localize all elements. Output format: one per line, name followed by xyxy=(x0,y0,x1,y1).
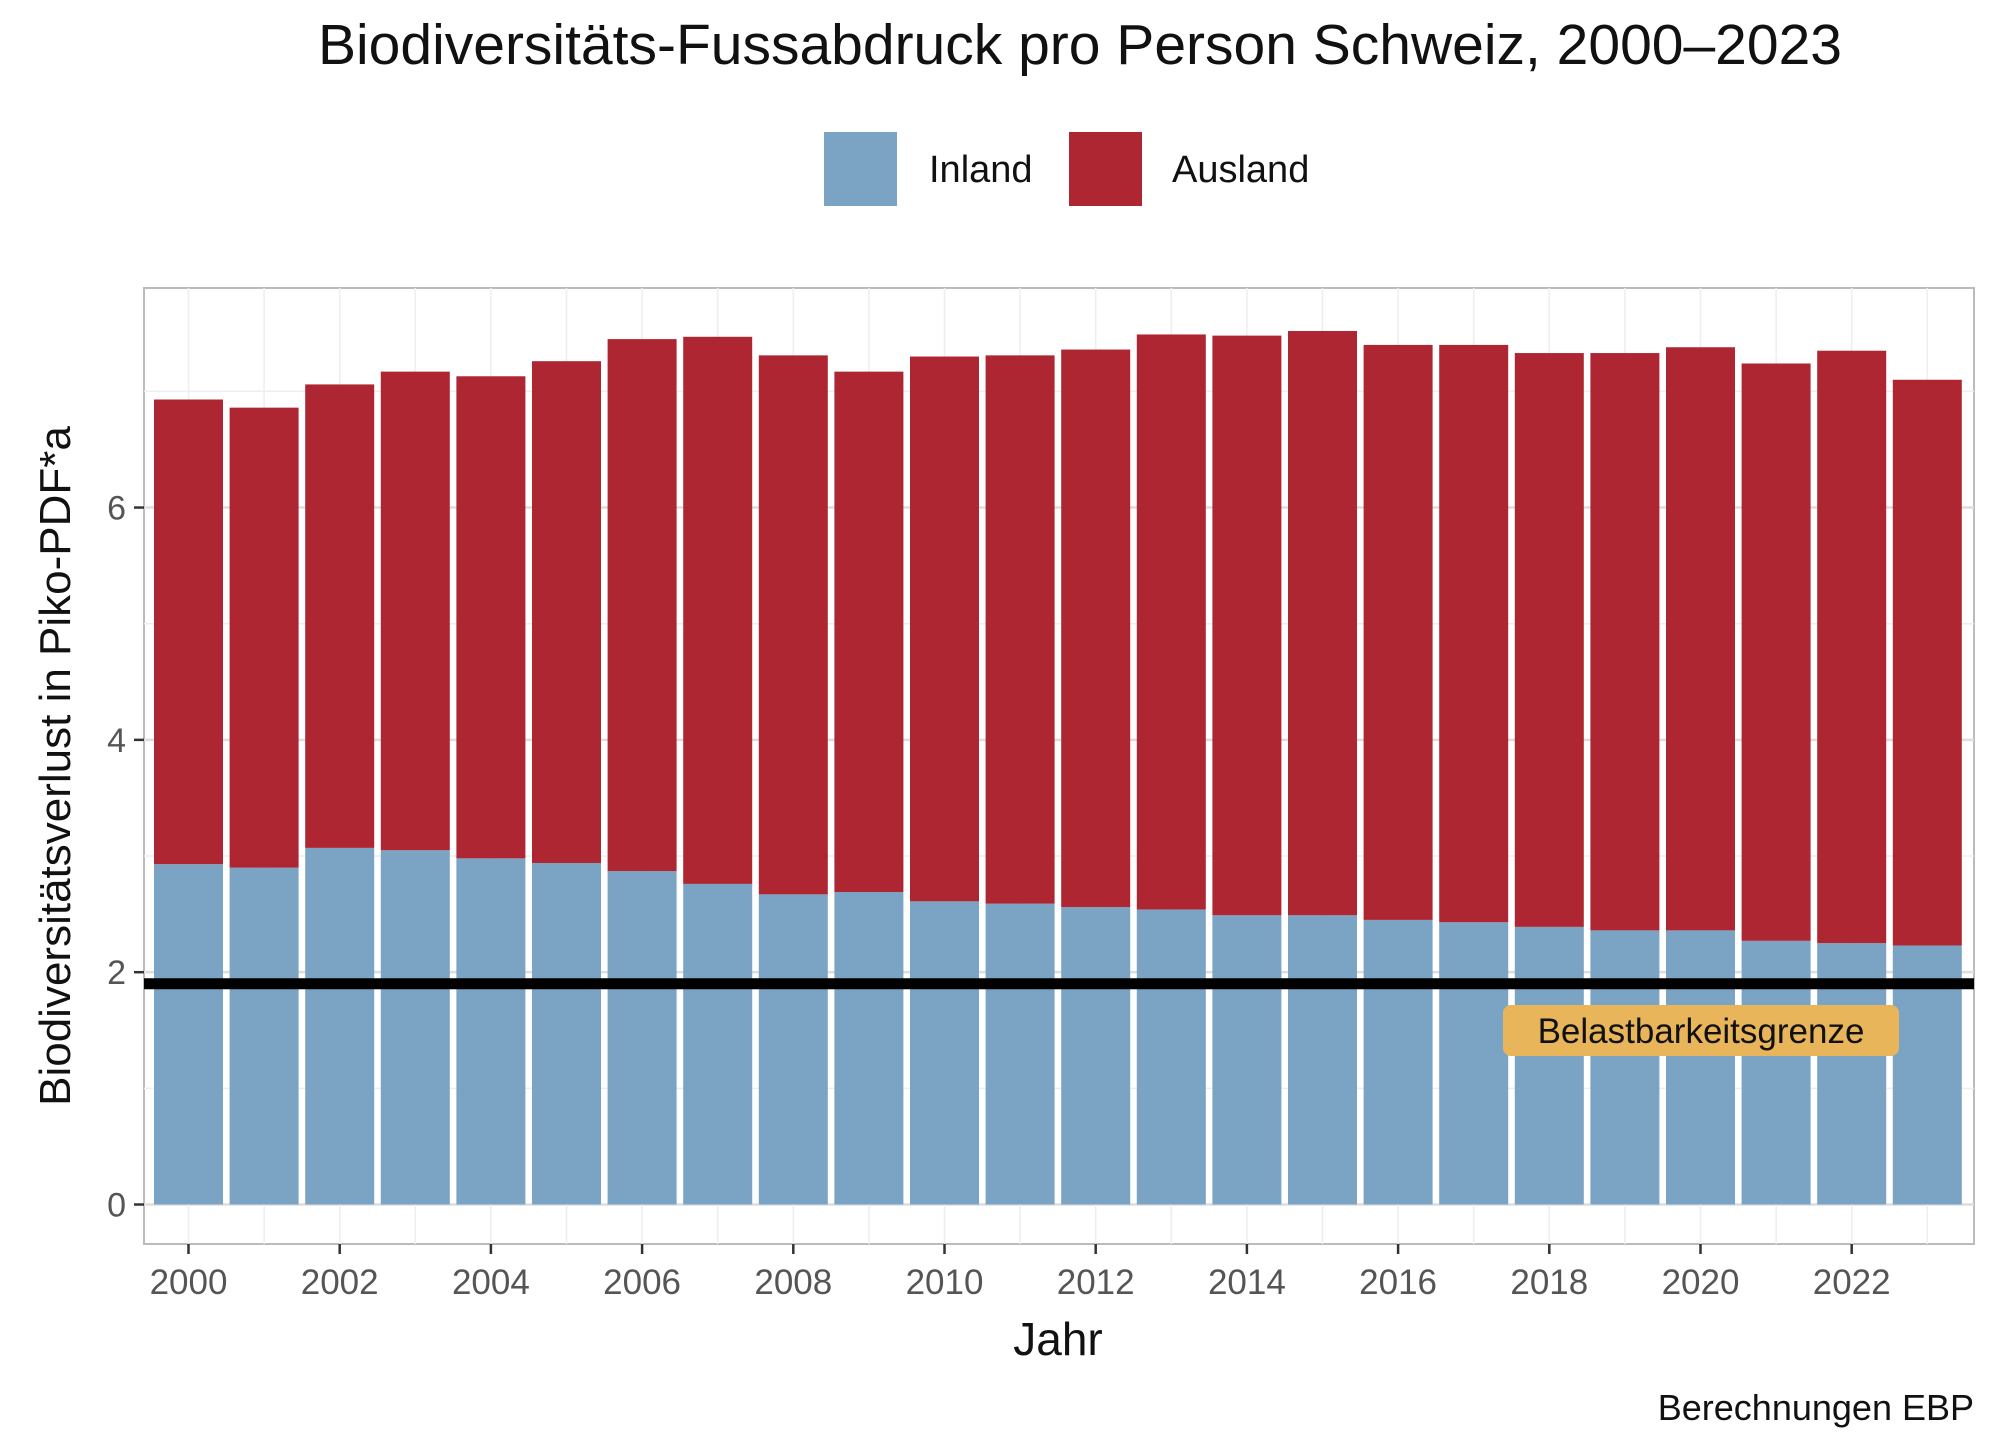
bar-inland-2014 xyxy=(1212,915,1282,1205)
bar-inland-2015 xyxy=(1288,915,1357,1205)
bar-ausland-2022 xyxy=(1817,350,1887,944)
bar-inland-2000 xyxy=(154,864,223,1205)
bar-inland-2008 xyxy=(758,894,828,1205)
x-tick-label: 2014 xyxy=(1208,1263,1286,1302)
bar-ausland-2018 xyxy=(1514,353,1584,927)
bar-ausland-2011 xyxy=(985,355,1055,904)
bar-ausland-2006 xyxy=(607,339,677,872)
bar-ausland-2002 xyxy=(305,384,375,848)
bar-ausland-2009 xyxy=(834,371,904,893)
bar-inland-2010 xyxy=(910,901,979,1205)
bar-ausland-2003 xyxy=(380,371,450,851)
bar-inland-2019 xyxy=(1590,930,1660,1205)
x-tick-label: 2018 xyxy=(1510,1263,1588,1302)
x-tick-label: 2002 xyxy=(301,1263,379,1302)
bar-ausland-2023 xyxy=(1892,379,1962,946)
bar-inland-2013 xyxy=(1136,909,1206,1205)
bar-ausland-2000 xyxy=(154,399,223,865)
bar-inland-2009 xyxy=(834,892,904,1205)
bar-inland-2012 xyxy=(1061,907,1131,1205)
legend-swatch-inland xyxy=(824,132,897,206)
bar-inland-2001 xyxy=(229,867,299,1205)
x-axis-title: Jahr xyxy=(1013,1313,1102,1365)
bar-inland-2006 xyxy=(607,871,677,1205)
bar-ausland-2005 xyxy=(532,361,601,863)
bar-ausland-2008 xyxy=(758,355,828,895)
bar-ausland-2021 xyxy=(1741,363,1811,941)
bars xyxy=(154,330,1962,1205)
bar-ausland-2020 xyxy=(1666,347,1735,931)
chart-title: Biodiversitäts-Fussabdruck pro Person Sc… xyxy=(318,13,1842,77)
bar-ausland-2013 xyxy=(1136,334,1206,910)
x-tick-label: 2008 xyxy=(754,1263,832,1302)
x-tick-label: 2020 xyxy=(1662,1263,1740,1302)
bar-ausland-2012 xyxy=(1061,349,1131,908)
legend: Inland Ausland xyxy=(824,132,1309,206)
x-tick-label: 2022 xyxy=(1813,1263,1891,1302)
x-tick-label: 2012 xyxy=(1057,1263,1135,1302)
bar-inland-2011 xyxy=(985,903,1055,1205)
y-tick-label: 6 xyxy=(107,490,126,528)
bar-ausland-2001 xyxy=(229,407,299,868)
bar-ausland-2004 xyxy=(456,376,526,859)
bar-inland-2018 xyxy=(1514,926,1584,1205)
threshold-label-box xyxy=(1503,1005,1899,1056)
legend-label-ausland: Ausland xyxy=(1172,149,1309,191)
x-tick-label: 2010 xyxy=(906,1263,984,1302)
x-tick-label: 2006 xyxy=(603,1263,681,1302)
bar-inland-2016 xyxy=(1363,919,1433,1205)
bar-ausland-2017 xyxy=(1439,344,1509,923)
bar-inland-2005 xyxy=(532,862,601,1205)
bar-ausland-2016 xyxy=(1363,344,1433,920)
bar-ausland-2010 xyxy=(910,356,979,902)
legend-swatch-ausland xyxy=(1069,132,1142,206)
x-tick-label: 2004 xyxy=(452,1263,530,1302)
x-tick-label: 2000 xyxy=(150,1263,228,1302)
bar-inland-2004 xyxy=(456,858,526,1205)
threshold-label: Belastbarkeitsgrenze xyxy=(1538,1012,1865,1051)
x-tick-label: 2016 xyxy=(1359,1263,1437,1302)
bar-inland-2003 xyxy=(380,850,450,1205)
bar-inland-2007 xyxy=(683,883,753,1205)
legend-label-inland: Inland xyxy=(929,149,1033,191)
bar-inland-2002 xyxy=(305,847,375,1205)
bar-ausland-2014 xyxy=(1212,335,1282,916)
caption: Berechnungen EBP xyxy=(1658,1387,1974,1428)
threshold: Belastbarkeitsgrenze xyxy=(144,978,1974,1056)
axes: 0 2 4 6 2000 2002 2004 2006 2008 2010 2012 2014 2016… xyxy=(107,490,1891,1302)
bar-ausland-2019 xyxy=(1590,353,1660,931)
y-tick-label: 0 xyxy=(107,1187,126,1225)
bar-inland-2020 xyxy=(1666,930,1735,1205)
y-tick-label: 2 xyxy=(107,954,126,992)
y-tick-label: 4 xyxy=(107,722,126,760)
bar-ausland-2015 xyxy=(1288,330,1357,916)
bar-ausland-2007 xyxy=(683,336,753,884)
bar-inland-2017 xyxy=(1439,922,1509,1205)
y-axis-title: Biodiversitätsverlust in Piko-PDF*a xyxy=(31,426,80,1106)
